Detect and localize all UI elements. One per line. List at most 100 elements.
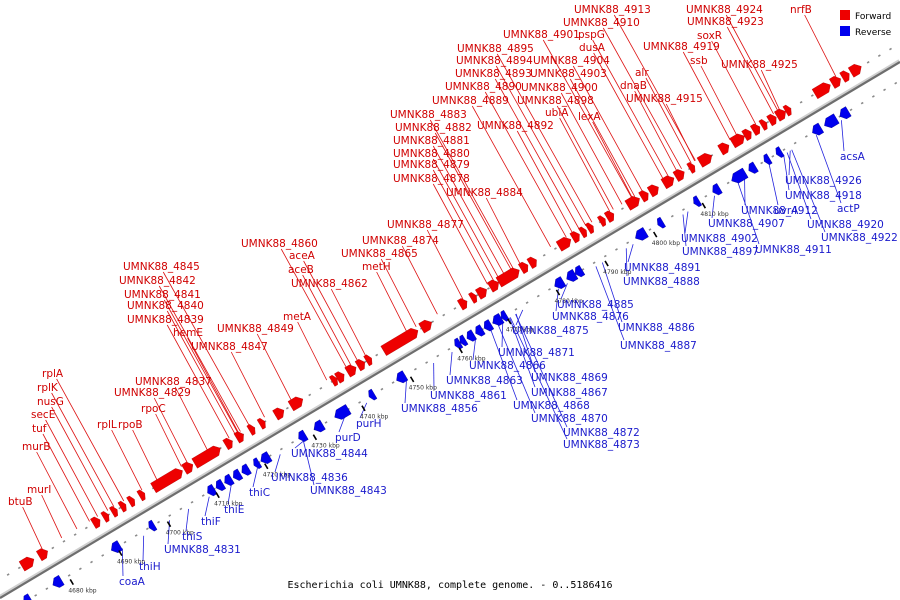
reverse-leader xyxy=(627,244,634,263)
forward-gene-label: UMNK88_4919 xyxy=(643,41,720,53)
forward-gene xyxy=(334,371,345,384)
reverse-leader xyxy=(509,317,568,440)
track-dash xyxy=(319,386,323,390)
track-dash xyxy=(542,253,546,257)
reverse-gene-label: thiF xyxy=(201,516,221,528)
forward-gene-label: pspG xyxy=(578,29,605,41)
reverse-gene xyxy=(775,146,785,158)
tick-label: 4710 kbp xyxy=(214,500,242,507)
reverse-gene xyxy=(396,370,409,384)
forward-gene-label: UMNK88_4892 xyxy=(477,120,554,132)
reverse-gene-label: UMNK88_4868 xyxy=(513,400,590,412)
reverse-gene xyxy=(500,309,510,322)
legend-reverse-swatch xyxy=(840,26,850,36)
tick-mark xyxy=(166,521,172,528)
forward-gene xyxy=(847,64,862,78)
forward-gene xyxy=(646,184,659,198)
forward-gene-label: UMNK88_4829 xyxy=(114,387,191,399)
forward-gene-label: UMNK88_4842 xyxy=(119,275,196,287)
reverse-gene xyxy=(731,167,749,184)
forward-gene-label: UMNK88_4901 xyxy=(503,29,580,41)
reverse-leader xyxy=(684,211,689,234)
reverse-gene xyxy=(712,183,723,196)
track-dash xyxy=(101,554,105,557)
forward-leader xyxy=(556,105,614,210)
tick-mark xyxy=(604,260,609,267)
forward-leader xyxy=(725,14,779,112)
reverse-gene-label: UMNK88_4926 xyxy=(785,175,862,187)
reverse-leader xyxy=(625,248,628,277)
tick-mark xyxy=(69,579,74,586)
forward-gene xyxy=(287,396,304,412)
forward-gene xyxy=(256,417,266,430)
reverse-gene-label: UMNK88_4885 xyxy=(557,299,634,311)
reverse-gene-label: UMNK88_4861 xyxy=(430,390,507,402)
forward-gene-label: metH xyxy=(362,261,391,273)
forward-gene xyxy=(418,319,432,334)
forward-gene xyxy=(569,231,580,244)
reverse-gene-label: UMNK88_4863 xyxy=(446,375,523,387)
reverse-gene-label: UMNK88_4872 xyxy=(563,427,640,439)
forward-gene xyxy=(766,113,777,127)
reverse-gene xyxy=(207,483,218,497)
forward-gene xyxy=(638,190,649,203)
track-dash xyxy=(201,494,205,497)
reverse-gene-label: UMNK88_4871 xyxy=(498,347,575,359)
track-dash xyxy=(190,500,194,504)
forward-leader xyxy=(711,40,757,125)
forward-gene-label: UMNK88_4890 xyxy=(445,81,522,93)
tick-mark xyxy=(312,434,318,441)
forward-gene xyxy=(18,556,35,572)
forward-gene-label: UMNK88_4879 xyxy=(393,159,470,171)
reverse-leader xyxy=(142,535,145,562)
forward-leader xyxy=(280,248,348,369)
reverse-leader xyxy=(786,152,812,220)
reverse-gene-label: UMNK88_4888 xyxy=(623,276,700,288)
forward-gene xyxy=(233,431,244,444)
track-dash xyxy=(436,354,440,358)
track-dash xyxy=(45,587,49,591)
forward-gene-label: rpoB xyxy=(118,419,143,431)
forward-gene-label: UMNK88_4865 xyxy=(341,248,418,260)
track-dash xyxy=(391,381,395,384)
reverse-gene xyxy=(111,540,123,553)
forward-leader xyxy=(700,65,738,136)
track-dash xyxy=(34,594,38,597)
tick-mark xyxy=(409,376,415,383)
reverse-leader xyxy=(338,415,346,433)
track-dash xyxy=(78,567,82,571)
forward-leader xyxy=(380,258,417,328)
forward-leader xyxy=(593,52,664,180)
reverse-gene xyxy=(233,468,244,481)
forward-leader xyxy=(592,121,633,199)
reverse-gene-label: UMNK88_4836 xyxy=(271,472,348,484)
forward-leader xyxy=(592,39,669,177)
forward-gene-label: nrfB xyxy=(790,4,812,16)
reverse-gene-label: UMNK88_4891 xyxy=(624,262,701,274)
track-dash xyxy=(866,61,870,64)
tick-mark xyxy=(264,463,269,470)
forward-leader xyxy=(174,386,209,452)
reverse-leader xyxy=(783,154,790,191)
forward-gene xyxy=(90,516,101,529)
tick-label: 4770 kbp xyxy=(506,327,534,334)
tick-label: 4680 kbp xyxy=(68,587,96,594)
forward-gene-label: aceA xyxy=(289,250,316,262)
tick-mark xyxy=(507,318,512,325)
reverse-leader xyxy=(404,379,407,404)
reverse-gene-label: purD xyxy=(335,432,361,444)
reverse-gene xyxy=(241,463,252,476)
reverse-gene xyxy=(824,113,840,129)
reverse-leader xyxy=(449,352,453,376)
forward-leader xyxy=(665,103,696,162)
reverse-leader xyxy=(768,163,779,206)
forward-leader xyxy=(230,351,265,418)
reverse-gene xyxy=(657,216,666,229)
track-dash xyxy=(894,81,898,85)
forward-gene xyxy=(672,169,685,182)
forward-gene xyxy=(35,548,48,562)
reverse-gene-label: acsA xyxy=(840,151,866,163)
tick-mark xyxy=(701,202,707,209)
forward-leader xyxy=(434,132,512,271)
reverse-gene-label: UMNK88_4897 xyxy=(682,246,759,258)
